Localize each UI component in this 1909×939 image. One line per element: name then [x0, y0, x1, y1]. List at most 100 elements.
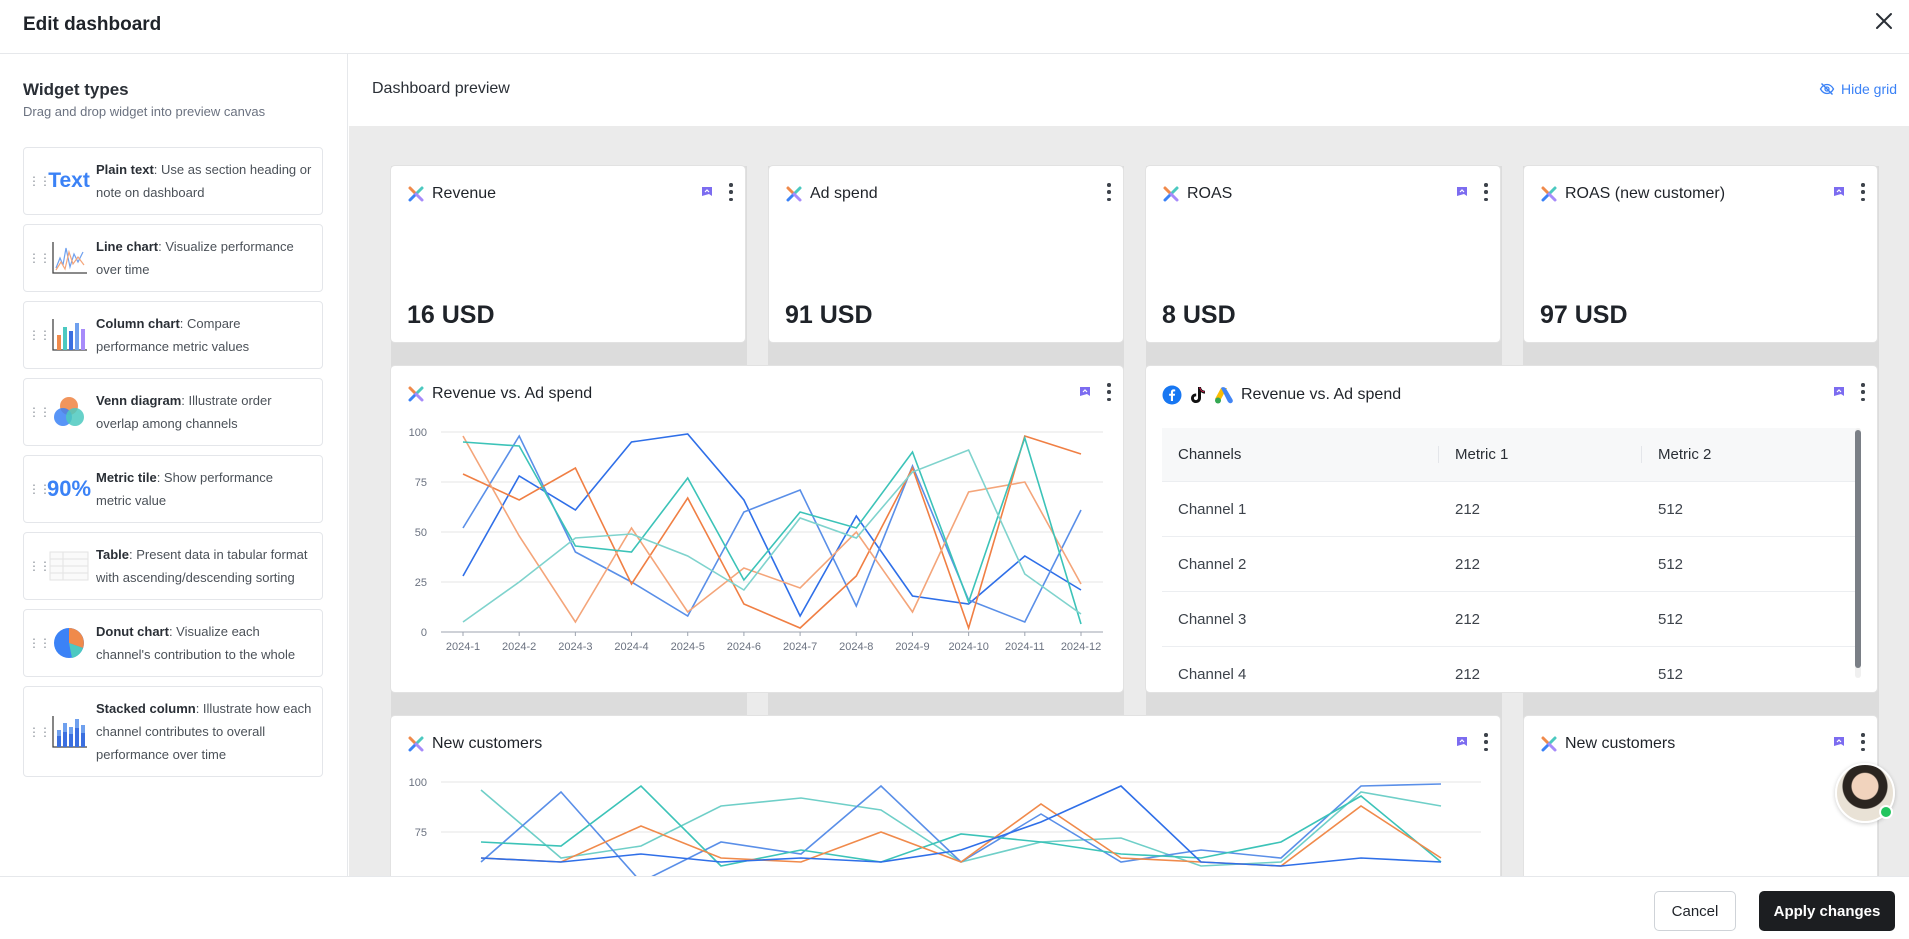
drag-handle-icon[interactable]: ⋮⋮: [28, 405, 51, 419]
card-title: Revenue vs. Ad spend: [1241, 386, 1402, 403]
more-options-icon[interactable]: [1861, 183, 1865, 201]
app-logo-icon: [1163, 186, 1179, 202]
widget-desc: : Compare performance metric values: [96, 316, 250, 354]
app-logo-icon: [408, 386, 424, 402]
widget-metric-tile[interactable]: ⋮⋮ 90% Metric tile: Show performance met…: [23, 455, 323, 523]
stacked-column-icon: [46, 712, 92, 752]
widget-desc: : Present data in tabular format with as…: [96, 547, 308, 585]
drag-handle-icon[interactable]: ⋮⋮: [28, 174, 51, 188]
widget-name: Column chart: [96, 316, 180, 331]
metric-value: 91 USD: [785, 301, 873, 329]
hide-grid-button[interactable]: Hide grid: [1819, 81, 1897, 97]
x-tick-label: 2024-5: [671, 641, 705, 653]
card-title: ROAS: [1187, 185, 1233, 202]
pin-icon[interactable]: [1454, 184, 1470, 200]
x-tick-label: 2024-3: [558, 641, 592, 653]
metric-card-roas-new-customer[interactable]: ROAS (new customer) 97 USD: [1524, 166, 1877, 342]
table-cell: Channel 4: [1178, 665, 1247, 683]
widget-donut-chart[interactable]: ⋮⋮ Donut chart: Visualize each channel's…: [23, 609, 323, 677]
scrollbar-thumb[interactable]: [1855, 430, 1861, 668]
more-options-icon[interactable]: [1107, 183, 1111, 201]
table-cell: 212: [1455, 665, 1481, 683]
drag-handle-icon[interactable]: ⋮⋮: [28, 559, 51, 573]
table-cell: 512: [1658, 610, 1684, 628]
table-cell: 512: [1658, 555, 1684, 573]
drag-handle-icon[interactable]: ⋮⋮: [28, 251, 51, 265]
dashboard-preview-header: Dashboard preview Hide grid: [349, 54, 1909, 126]
new-customers-metric-card[interactable]: New customers: [1524, 716, 1877, 876]
widget-plain-text[interactable]: ⋮⋮ Text Plain text: Use as section headi…: [23, 147, 323, 215]
more-options-icon[interactable]: [729, 183, 733, 201]
metric-card-roas[interactable]: ROAS 8 USD: [1146, 166, 1500, 342]
preview-canvas[interactable]: Revenue 16 USD Ad spend 91 USD ROAS 8 US…: [349, 126, 1909, 876]
more-options-icon[interactable]: [1484, 733, 1488, 751]
cancel-button[interactable]: Cancel: [1654, 891, 1736, 931]
pin-icon[interactable]: [1077, 384, 1093, 400]
close-icon[interactable]: [1871, 8, 1897, 34]
metric-card-revenue[interactable]: Revenue 16 USD: [391, 166, 745, 342]
widget-stacked-column[interactable]: ⋮⋮ Stacked column: Illustrate how each c…: [23, 686, 323, 777]
drag-handle-icon[interactable]: ⋮⋮: [28, 636, 51, 650]
metric-card-ad-spend[interactable]: Ad spend 91 USD: [769, 166, 1123, 342]
avatar[interactable]: [1835, 763, 1895, 823]
series-line-2: [462, 434, 1082, 624]
metric-value: 97 USD: [1540, 301, 1628, 329]
widget-desc: : Use as section heading or note on dash…: [96, 162, 312, 200]
pin-icon[interactable]: [1831, 734, 1847, 750]
drag-handle-icon[interactable]: ⋮⋮: [28, 482, 51, 496]
x-tick-label: 2024-11: [1005, 641, 1045, 653]
more-options-icon[interactable]: [1107, 383, 1111, 401]
column-header[interactable]: Metric 2: [1658, 446, 1712, 463]
widget-desc: : Show performance metric value: [96, 470, 274, 508]
modal-header: Edit dashboard: [0, 0, 1909, 54]
modal-title: Edit dashboard: [23, 14, 162, 35]
more-options-icon[interactable]: [1861, 383, 1865, 401]
widget-name: Table: [96, 547, 129, 562]
series-line-6: [462, 448, 1082, 623]
y-tick-label: 100: [409, 777, 427, 789]
drag-handle-icon[interactable]: ⋮⋮: [28, 724, 51, 739]
new-customers-chart-card[interactable]: New customers 100 75: [391, 716, 1500, 876]
pin-icon[interactable]: [1831, 384, 1847, 400]
pin-icon[interactable]: [1831, 184, 1847, 200]
table-card[interactable]: Revenue vs. Ad spend Channels Metric 1 M…: [1146, 366, 1877, 692]
widget-name: Line chart: [96, 239, 159, 254]
widget-types-subtitle: Drag and drop widget into preview canvas: [23, 104, 266, 119]
pin-icon[interactable]: [699, 184, 715, 200]
widget-table[interactable]: ⋮⋮ Table: Present data in tabular format…: [23, 532, 323, 600]
x-tick-label: 2024-9: [895, 641, 929, 653]
widget-column-chart[interactable]: ⋮⋮ Column chart: Compare performance met…: [23, 301, 323, 369]
eye-off-icon: [1819, 83, 1835, 95]
apply-changes-button[interactable]: Apply changes: [1759, 891, 1895, 931]
column-header[interactable]: Metric 1: [1439, 446, 1642, 463]
more-options-icon[interactable]: [1484, 183, 1488, 201]
widget-venn-diagram[interactable]: ⋮⋮ Venn diagram: Illustrate order overla…: [23, 378, 323, 446]
card-title: Revenue: [432, 185, 497, 202]
revenue-vs-ad-spend-line-chart: 0 25 50 75 100 2024-1 2024-2 2024-3 2024-4 2024-5…: [409, 427, 1103, 653]
widget-desc: : Illustrate how each channel contribute…: [96, 701, 312, 762]
widget-desc: : Illustrate order overlap among channel…: [96, 393, 272, 431]
google-ads-icon: [1215, 387, 1233, 404]
table-row: Channel 1 212 512: [1162, 482, 1860, 537]
widget-line-chart[interactable]: ⋮⋮ Line chart: Visualize performance ove…: [23, 224, 323, 292]
series-line-4: [480, 803, 1442, 867]
line-chart-icon: [46, 238, 92, 278]
card-title: Ad spend: [810, 185, 878, 202]
table-row: Channel 3 212 512: [1162, 592, 1860, 647]
app-logo-icon: [1541, 736, 1557, 752]
more-options-icon[interactable]: [1861, 733, 1865, 751]
table-cell: 212: [1455, 500, 1481, 518]
widget-types-panel: Widget types Drag and drop widget into p…: [0, 54, 348, 876]
column-header[interactable]: Channels: [1162, 446, 1439, 463]
table-row: Channel 4 212 512: [1162, 647, 1860, 692]
table-cell: 512: [1658, 665, 1684, 683]
table-scrollbar[interactable]: [1855, 428, 1861, 678]
table-cell: 512: [1658, 500, 1684, 518]
line-chart-card[interactable]: Revenue vs. Ad spend 0 25 50 75 100 2024-1 202…: [391, 366, 1123, 692]
series-line-1: [462, 433, 1082, 618]
tiktok-icon: [1191, 387, 1205, 403]
dashboard-preview-title: Dashboard preview: [372, 80, 510, 97]
drag-handle-icon[interactable]: ⋮⋮: [28, 328, 51, 342]
pin-icon[interactable]: [1454, 734, 1470, 750]
